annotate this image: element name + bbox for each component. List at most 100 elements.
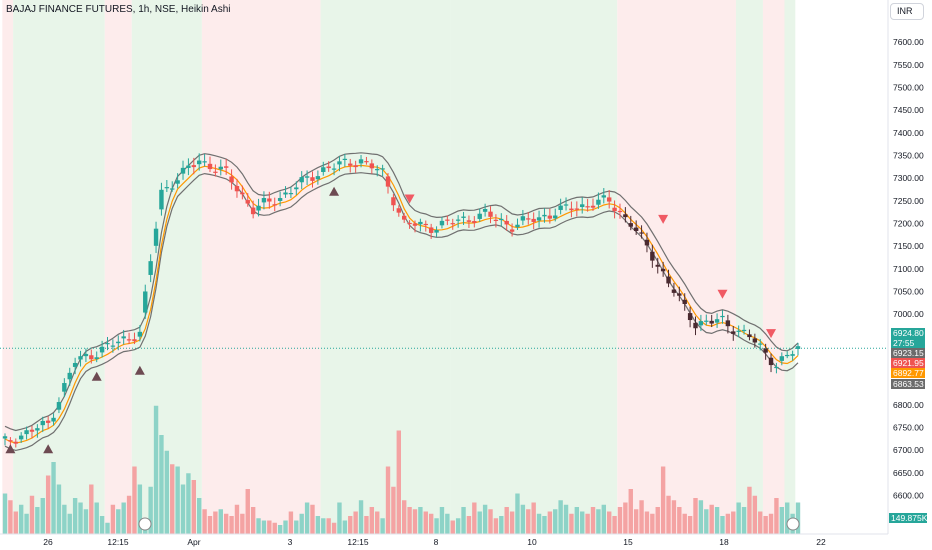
volume-bar [709,504,714,534]
candle-body [741,329,747,332]
candle-body [310,177,315,181]
candle-body [779,356,785,361]
volume-bar [353,511,358,534]
candle-body [682,299,687,304]
candle-body [159,189,164,210]
candle-body [234,186,240,192]
candle-body [434,230,439,233]
candle-body [137,331,143,337]
volume-bar [186,473,191,534]
x-tick-label: Apr [187,537,200,547]
volume-bar [531,502,536,534]
candle-body [164,187,170,189]
volume-bar [515,493,520,534]
volume-bar [126,495,132,534]
volume-bar [736,502,741,534]
volume-bar [180,484,186,534]
volume-bar [369,507,375,534]
sell-signal-marker [717,289,728,299]
candle-body [180,167,186,174]
candle-body [536,217,542,221]
volume-bar [294,520,299,534]
volume-bar [121,502,126,534]
candle-body [143,291,148,313]
volume-bar [83,509,89,534]
candle-body [283,192,288,195]
trend-background-region [762,0,785,534]
volume-bar [234,504,240,534]
candle-body [342,158,348,161]
volume-bar [633,509,639,534]
trend-background-region [735,0,763,534]
volume-bar [671,500,677,534]
trend-background-region [784,0,796,534]
candle-body [612,207,617,212]
candle-body [213,171,218,173]
candle-body [8,440,13,442]
upper-band-label: 6923.15 [891,348,925,358]
candle-body [466,220,472,222]
volume-bar [40,498,45,534]
candle-body [121,336,126,339]
volume-bar [779,507,785,534]
candle-body [132,339,137,342]
candle-body [407,222,412,225]
y-tick-label: 7550.00 [893,60,924,70]
trend-background-region [201,0,321,534]
y-tick-label: 6600.00 [893,490,924,500]
candle-body [272,204,277,206]
candle-body [2,436,8,439]
volume-bar [434,518,439,534]
currency-selector[interactable]: INR [890,3,924,20]
y-tick-label: 7500.00 [893,82,924,92]
x-tick-label: 15 [623,537,633,547]
last-price-label: 6924.80 [891,328,925,338]
candle-body [633,227,639,231]
candle-body [666,276,671,284]
volume-bar [601,504,606,534]
buy-signal-marker [5,444,16,454]
candle-body [569,208,574,211]
orange-ma-label: 6892.77 [891,368,925,378]
volume-bar [337,502,342,534]
trend-background-region [2,0,14,534]
event-icon [138,517,152,531]
volume-bar [364,516,369,534]
volume-bar [132,466,137,534]
volume-bar [396,430,402,534]
volume-bar [175,466,180,534]
x-tick-label: 3 [288,537,293,547]
candle-body [83,353,89,357]
volume-bar [137,484,143,534]
volume-bar [563,504,569,534]
volume-bar [267,520,272,534]
candle-body [277,198,283,201]
candle-body [698,321,704,326]
candle-body [704,320,709,322]
volume-bar [218,509,223,534]
volume-bar [159,435,164,534]
volume-bar [472,502,477,534]
volume-bar [569,513,574,534]
candle-body [67,372,72,380]
buy-signal-marker [43,444,54,454]
candle-body [785,354,790,357]
candle-body [768,357,774,366]
volume-bar [655,507,660,534]
volume-bar [245,489,250,534]
candle-body [245,200,250,204]
candle-body [267,198,272,202]
volume-bar [628,489,633,534]
volume-bar [450,520,455,534]
volume-bar [401,500,407,534]
volume-bar [78,502,83,534]
candle-body [558,205,563,210]
volume-bar [774,498,779,534]
volume-bar [342,520,348,534]
volume-bar [385,466,391,534]
candle-body [590,205,596,208]
volume-bar [391,486,396,534]
candle-body [385,176,391,187]
volume-bar [698,500,704,534]
